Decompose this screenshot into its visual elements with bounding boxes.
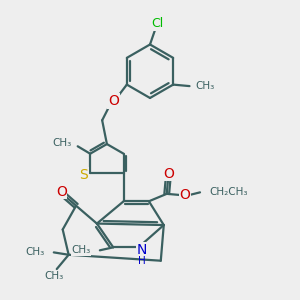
Text: CH₃: CH₃ xyxy=(196,81,215,91)
Text: O: O xyxy=(180,188,190,202)
Text: H: H xyxy=(138,256,146,266)
Text: O: O xyxy=(56,185,67,199)
Text: CH₃: CH₃ xyxy=(52,138,72,148)
Text: Cl: Cl xyxy=(151,17,164,30)
Text: CH₃: CH₃ xyxy=(72,245,91,255)
Text: CH₃: CH₃ xyxy=(26,247,45,257)
Text: O: O xyxy=(108,94,119,108)
Text: CH₃: CH₃ xyxy=(44,272,63,281)
Text: N: N xyxy=(137,243,147,257)
Text: S: S xyxy=(79,167,88,182)
Text: CH₂CH₃: CH₂CH₃ xyxy=(209,187,248,197)
Text: O: O xyxy=(163,167,174,181)
